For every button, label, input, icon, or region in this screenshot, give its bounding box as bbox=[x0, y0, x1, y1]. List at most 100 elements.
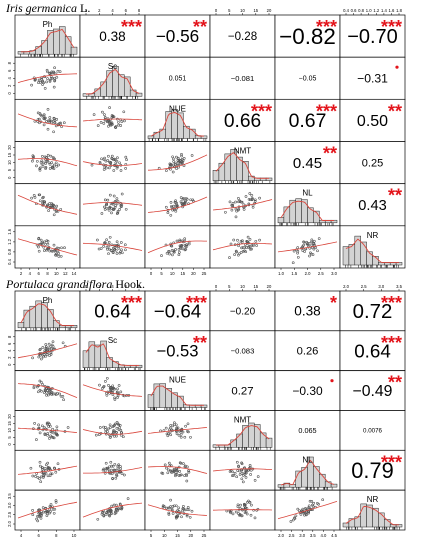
density-curve bbox=[150, 112, 204, 137]
correlation-value: −0.82 bbox=[279, 24, 336, 49]
scatter-point bbox=[44, 354, 48, 358]
scatter-point bbox=[41, 83, 44, 86]
scatter-point bbox=[172, 160, 176, 163]
scatter-point bbox=[39, 380, 43, 384]
scatter-point bbox=[108, 205, 112, 209]
scatter-point bbox=[103, 198, 107, 202]
scatter-point bbox=[174, 474, 177, 478]
loess-fit-line bbox=[17, 427, 78, 433]
scatter-point bbox=[294, 514, 298, 518]
scatter-point bbox=[48, 116, 52, 119]
scatter-cell bbox=[14, 410, 81, 451]
bottom-tick-label: 10 bbox=[72, 533, 77, 538]
scatter-point bbox=[168, 163, 172, 167]
histogram-bar bbox=[384, 519, 391, 528]
scatter-cell bbox=[274, 225, 341, 269]
significance-stars: ** bbox=[388, 373, 402, 393]
scatter-point bbox=[92, 113, 96, 116]
correlation-cell: 0.26 bbox=[274, 330, 341, 371]
bottom-tick-label: 2.0 bbox=[278, 533, 284, 538]
left-tick-label: 10 bbox=[7, 427, 12, 432]
correlation-value: −0.64 bbox=[154, 300, 202, 321]
loess-fit-line bbox=[17, 194, 78, 215]
histogram-bar bbox=[313, 466, 320, 488]
scatter-point bbox=[240, 200, 243, 204]
scatter-cell bbox=[79, 183, 146, 227]
scatter-point bbox=[43, 155, 47, 159]
bottom-tick-label: 20 bbox=[188, 533, 193, 538]
density-curve bbox=[85, 343, 140, 366]
correlation-value: −0.53 bbox=[157, 342, 199, 361]
histogram-bar bbox=[224, 153, 231, 181]
scatter-point bbox=[34, 475, 37, 478]
correlation-cell: 0.50** bbox=[339, 98, 406, 142]
scatter-point bbox=[35, 517, 38, 521]
scatter-point bbox=[180, 244, 184, 247]
scatter-point bbox=[249, 513, 253, 517]
scatter-point bbox=[29, 466, 33, 470]
left-tick-label: 15 bbox=[7, 421, 12, 426]
scatter-point bbox=[100, 157, 103, 161]
scatter-point bbox=[238, 469, 242, 473]
histogram-bar bbox=[259, 432, 267, 448]
left-tick-label: 5 bbox=[7, 436, 12, 439]
panel-title-top: Iris germanica L. bbox=[6, 1, 90, 16]
scatter-point bbox=[51, 155, 55, 159]
cell-frame bbox=[79, 141, 146, 185]
scatter-point bbox=[181, 509, 184, 513]
scatter-point bbox=[237, 207, 241, 211]
scatter-cell bbox=[14, 330, 81, 371]
diagonal-cell: NMT bbox=[209, 141, 276, 185]
scatter-point bbox=[110, 248, 113, 252]
scatter-point bbox=[50, 161, 54, 164]
scatter-point bbox=[116, 387, 119, 391]
cell-frame bbox=[339, 449, 406, 491]
diagonal-cell: NR bbox=[339, 225, 406, 269]
scatter-point bbox=[167, 461, 171, 465]
scatter-point bbox=[100, 212, 104, 215]
scatter-point bbox=[125, 158, 128, 162]
scatter-point bbox=[161, 505, 165, 509]
correlation-value: −0.28 bbox=[228, 30, 257, 43]
left-tick-label: 6 bbox=[7, 342, 12, 345]
top-tick-label: 0 bbox=[85, 8, 88, 13]
left-tick-label: 4 bbox=[7, 349, 12, 352]
scatter-point bbox=[249, 473, 252, 476]
scatter-point bbox=[190, 154, 194, 157]
scatter-point bbox=[174, 515, 178, 519]
scatter-point bbox=[240, 472, 244, 475]
scatter-point bbox=[114, 126, 118, 129]
top-tick-label: 5 bbox=[228, 284, 231, 289]
scatter-point bbox=[39, 347, 42, 351]
scatter-point bbox=[242, 208, 246, 211]
scatter-point bbox=[115, 473, 118, 477]
scatter-point bbox=[46, 153, 50, 157]
scatter-point bbox=[251, 197, 254, 200]
significance-stars: *** bbox=[381, 17, 402, 37]
scatter-point bbox=[53, 121, 57, 125]
scatter-point bbox=[104, 203, 108, 207]
cell-frame bbox=[144, 290, 211, 332]
scatter-point bbox=[105, 238, 108, 242]
scatter-point bbox=[44, 345, 48, 349]
loess-fit-line bbox=[82, 384, 143, 397]
diagonal-cell: Ph bbox=[14, 14, 81, 58]
diagonal-cell: Ph bbox=[14, 290, 81, 332]
scatter-point bbox=[165, 169, 168, 172]
variable-label: NUE bbox=[169, 376, 186, 385]
scatter-point bbox=[45, 247, 49, 251]
correlation-cell: 0.051 bbox=[144, 56, 211, 100]
scatter-point bbox=[107, 154, 110, 158]
scatter-point bbox=[172, 504, 176, 508]
scatter-point bbox=[52, 213, 56, 217]
scatter-point bbox=[57, 246, 61, 250]
cell-frame bbox=[79, 290, 146, 332]
scatter-point bbox=[112, 169, 116, 172]
top-tick-label: 4 bbox=[111, 8, 114, 13]
variable-label: Ph bbox=[43, 296, 53, 305]
cell-frame bbox=[274, 14, 341, 58]
scatter-point bbox=[255, 244, 258, 247]
loess-fit-line bbox=[277, 501, 338, 520]
scatter-point bbox=[175, 155, 178, 159]
scatter-point bbox=[48, 119, 52, 122]
